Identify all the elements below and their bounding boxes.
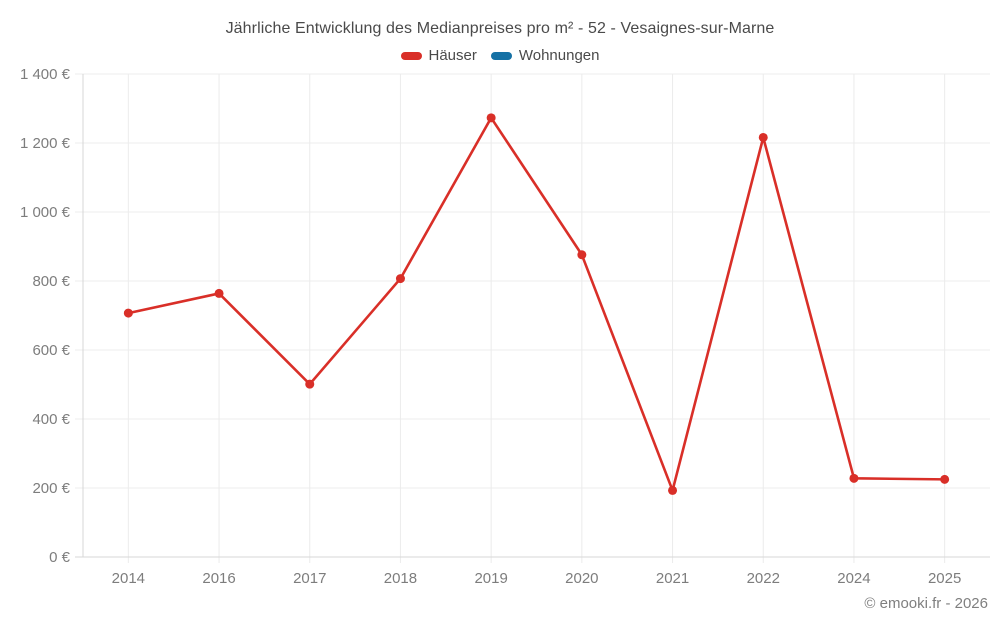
- y-axis-tick-label: 800 €: [32, 273, 70, 290]
- data-point-hauser-2025[interactable]: [940, 474, 950, 484]
- data-point-hauser-2020[interactable]: [577, 250, 587, 260]
- data-point-hauser-2022[interactable]: [758, 132, 768, 142]
- x-axis-tick-label: 2019: [474, 570, 507, 587]
- x-axis-tick-label: 2017: [293, 570, 326, 587]
- legend: Häuser Wohnungen: [0, 47, 1000, 64]
- x-axis-tick-label: 2020: [565, 570, 598, 587]
- legend-label-haeuser: Häuser: [428, 47, 477, 64]
- data-point-hauser-2021[interactable]: [668, 485, 678, 495]
- x-axis-tick-label: 2022: [747, 570, 780, 587]
- legend-swatch-wohnungen-icon: [490, 51, 512, 60]
- series-line-hauser: [127, 116, 946, 492]
- x-axis-tick-label: 2024: [837, 570, 870, 587]
- data-point-hauser-2024[interactable]: [849, 473, 859, 483]
- x-axis-tick-label: 2025: [928, 570, 961, 587]
- y-axis-tick-label: 200 €: [32, 480, 70, 497]
- y-axis-tick-label: 400 €: [32, 411, 70, 428]
- data-point-hauser-2017[interactable]: [305, 379, 315, 389]
- data-point-hauser-2016[interactable]: [214, 288, 224, 298]
- legend-item-haeuser[interactable]: Häuser: [400, 47, 477, 64]
- y-axis-tick-label: 600 €: [32, 342, 70, 359]
- data-point-hauser-2018[interactable]: [395, 274, 405, 284]
- data-point-hauser-2019[interactable]: [486, 113, 496, 123]
- chart-title: Jährliche Entwicklung des Medianpreises …: [225, 20, 775, 37]
- data-point-hauser-2014[interactable]: [123, 308, 133, 318]
- y-axis-tick-label: 1 200 €: [20, 135, 71, 152]
- x-axis-tick-label: 2016: [202, 570, 235, 587]
- y-axis-tick-label: 0 €: [49, 549, 71, 566]
- legend-swatch-haeuser-icon: [400, 51, 422, 60]
- legend-label-wohnungen: Wohnungen: [518, 47, 600, 64]
- copyright-footer: © emooki.fr - 2026: [864, 595, 988, 612]
- x-axis-tick-label: 2014: [112, 570, 145, 587]
- x-axis-tick-label: 2021: [656, 570, 689, 587]
- x-axis-tick-label: 2018: [384, 570, 417, 587]
- y-axis-tick-label: 1 000 €: [20, 204, 71, 221]
- legend-item-wohnungen[interactable]: Wohnungen: [490, 47, 600, 64]
- y-axis-tick-label: 1 400 €: [20, 66, 71, 83]
